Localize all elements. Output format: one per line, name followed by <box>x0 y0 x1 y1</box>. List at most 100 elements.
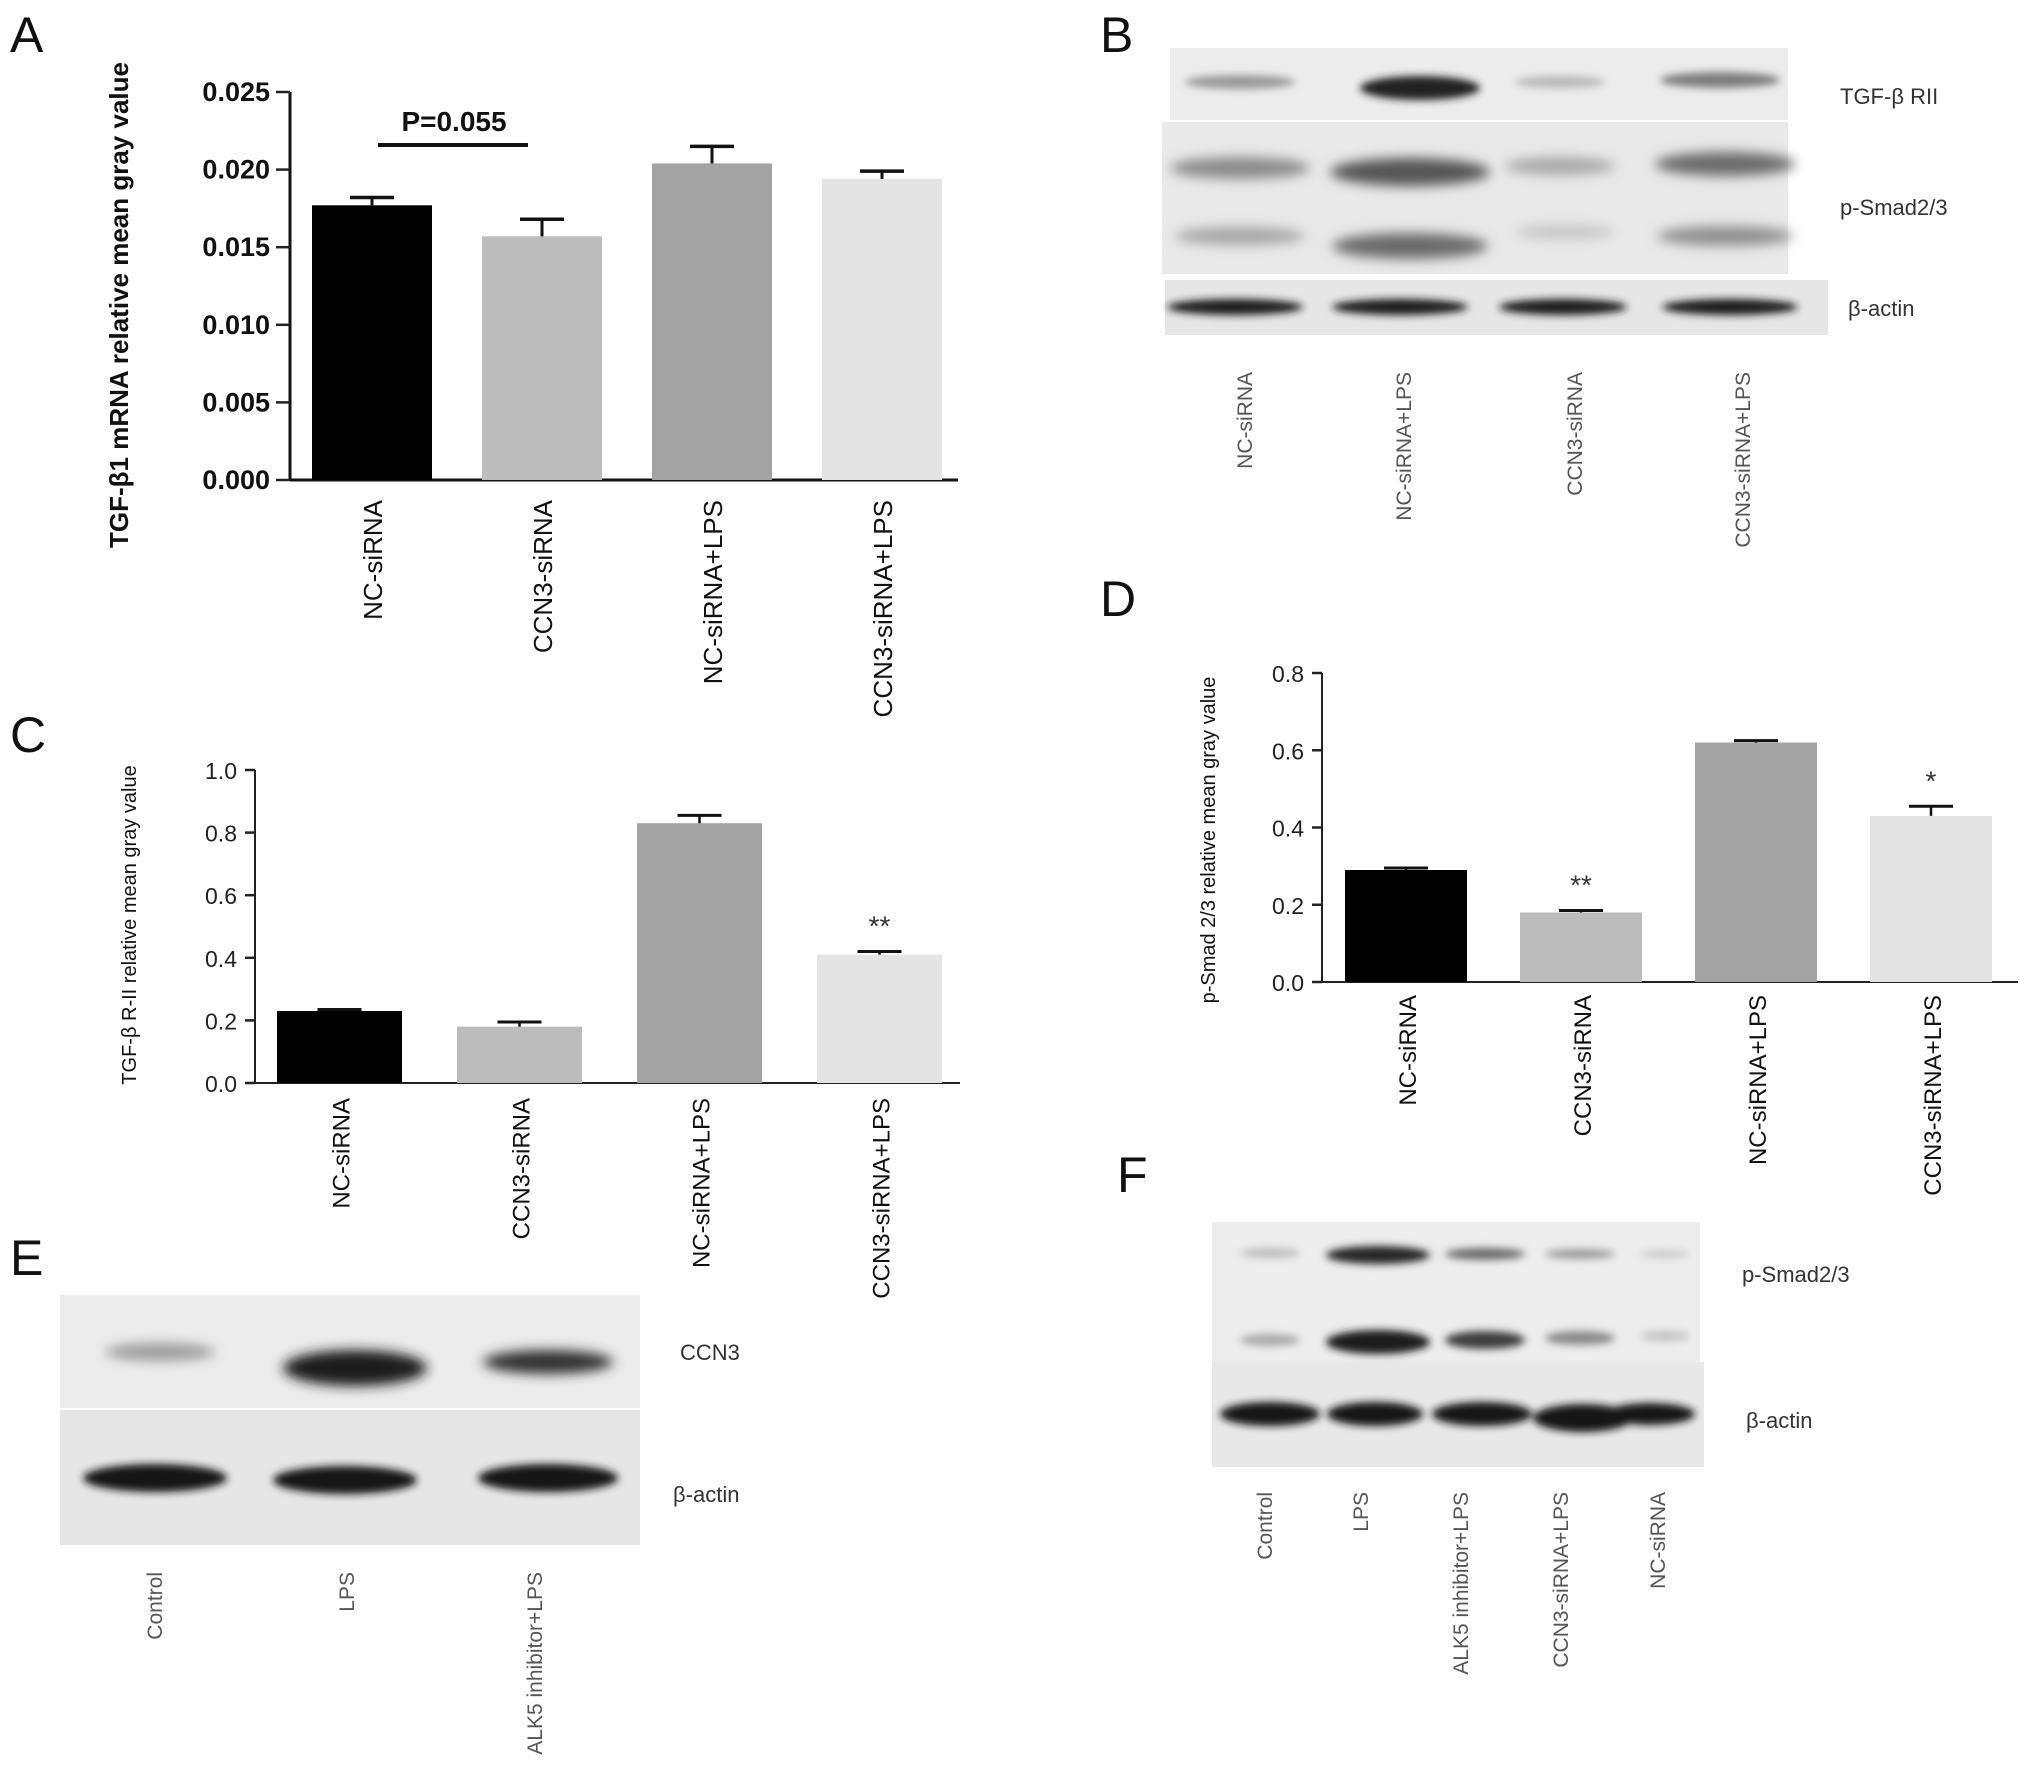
blot-b-band <box>1185 75 1295 89</box>
panel-label-c: C <box>10 707 46 763</box>
blot-f-lane-label: NC-siRNA <box>1647 1492 1670 1589</box>
blot-e-band <box>273 1466 417 1494</box>
chart-a-bar <box>652 163 772 480</box>
chart-c-x-category-label: NC-siRNA <box>329 1098 356 1209</box>
western-blot-f: p-Smad2/3 β-actin Control LPS ALK5 inhib… <box>1212 1222 1850 1675</box>
chart-c-y-tick-label: 0.6 <box>205 883 237 909</box>
chart-c-y-tick-label: 0.0 <box>205 1071 237 1097</box>
blot-e-label-ccn3: CCN3 <box>680 1340 740 1365</box>
blot-f-band <box>1545 1331 1615 1345</box>
blot-f-lane-label: Control <box>1254 1492 1277 1560</box>
chart-c-bar <box>637 823 762 1083</box>
blot-e-lane-label: ALK5 inhibitor+LPS <box>524 1572 547 1755</box>
chart-d-x-category-label: CCN3-siRNA+LPS <box>1920 995 1947 1196</box>
chart-c-x-category-label: NC-siRNA+LPS <box>689 1098 716 1268</box>
blot-f-lane-label: CCN3-siRNA+LPS <box>1550 1492 1573 1668</box>
blot-b-band <box>1332 299 1468 315</box>
blot-b-lane-label: NC-siRNA+LPS <box>1393 372 1416 521</box>
chart-a-y-tick-label: 0.000 <box>202 465 270 495</box>
blot-b-band <box>1515 225 1615 239</box>
blot-b-band <box>1175 227 1305 245</box>
chart-a-y-tick-label: 0.015 <box>202 232 270 262</box>
western-blot-e: CCN3 β-actin Control LPS ALK5 inhibitor+… <box>60 1295 740 1755</box>
blot-b-band <box>1332 233 1488 259</box>
blot-e-band <box>83 1464 227 1492</box>
chart-a-x-category-label: NC-siRNA+LPS <box>698 500 728 684</box>
blot-f-band <box>1240 1248 1300 1258</box>
blot-b-band <box>1170 157 1310 179</box>
blot-e-lane-label: Control <box>144 1572 167 1640</box>
chart-c-ylabel: TGF-β R-II relative mean gray value <box>119 765 141 1084</box>
panel-label-a: A <box>10 7 44 63</box>
western-blot-b: TGF-β RII p-Smad2/3 β-actin NC-siRNA NC-… <box>1162 48 1948 548</box>
chart-a-p-value-annotation: P=0.055 <box>401 106 506 137</box>
blot-b-band <box>1330 158 1490 186</box>
chart-c-significance-star: ** <box>869 911 891 942</box>
blot-e-band <box>483 1350 613 1374</box>
blot-b-band <box>1657 226 1793 246</box>
chart-a-x-category-label: NC-siRNA <box>358 499 388 620</box>
blot-b-lane-label: NC-siRNA <box>1234 372 1257 469</box>
chart-d-y-tick-label: 0.6 <box>1272 738 1304 764</box>
blot-e-band <box>283 1350 427 1386</box>
blot-f-band <box>1445 1248 1525 1260</box>
chart-c-bar <box>817 954 942 1083</box>
blot-f-band <box>1240 1334 1300 1346</box>
chart-c: TGF-β R-II relative mean gray value 0.0 0… <box>119 758 960 1299</box>
chart-d-y-tick-label: 0.2 <box>1272 893 1304 919</box>
blot-f-band <box>1327 1402 1423 1426</box>
chart-a-y-tick-label: 0.025 <box>202 77 270 107</box>
blot-b-band <box>1499 299 1627 315</box>
panel-label-e: E <box>10 1230 43 1286</box>
chart-c-y-tick-label: 0.2 <box>205 1008 237 1034</box>
chart-c-y-tick-label: 0.8 <box>205 821 237 847</box>
chart-a-x-category-label: CCN3-siRNA+LPS <box>868 500 898 717</box>
chart-a-y-tick-label: 0.005 <box>202 387 270 417</box>
blot-b-lane-label: CCN3-siRNA <box>1564 372 1587 496</box>
chart-d-bar <box>1520 912 1642 982</box>
blot-e-band <box>105 1343 215 1361</box>
blot-f-label-actin: β-actin <box>1746 1408 1812 1433</box>
chart-d-x-category-label: NC-siRNA+LPS <box>1745 995 1772 1165</box>
chart-d-bar <box>1345 869 1467 982</box>
blot-f-band <box>1220 1402 1320 1426</box>
chart-a: TGF-β1 mRNA relative mean gray value 0.0… <box>104 62 958 717</box>
chart-d: p-Smad 2/3 relative mean gray value 0.0 0… <box>1198 661 2018 1196</box>
chart-d-x-category-label: CCN3-siRNA <box>1570 995 1597 1136</box>
panel-label-f: F <box>1117 1147 1148 1203</box>
chart-d-y-tick-label: 0.8 <box>1272 661 1304 687</box>
chart-c-bar <box>277 1011 402 1083</box>
blot-f-band <box>1545 1249 1615 1259</box>
chart-c-x-category-label: CCN3-siRNA+LPS <box>869 1098 896 1299</box>
chart-d-significance-star: ** <box>1570 870 1592 901</box>
blot-b-label-psmad: p-Smad2/3 <box>1840 195 1948 220</box>
blot-b-band <box>1660 72 1780 88</box>
chart-d-y-tick-label: 0.4 <box>1272 816 1304 842</box>
blot-e-lane-label: LPS <box>336 1572 359 1612</box>
chart-a-bar <box>822 178 942 481</box>
chart-a-bar <box>312 205 432 480</box>
blot-b-band <box>1505 157 1615 175</box>
blot-f-band <box>1640 1250 1690 1258</box>
blot-f-lane-label: LPS <box>1350 1492 1373 1532</box>
blot-f-band <box>1326 1330 1430 1354</box>
blot-f-band <box>1445 1331 1525 1349</box>
chart-d-bar <box>1695 742 1817 982</box>
chart-c-y-tick-label: 0.4 <box>205 946 237 972</box>
chart-a-bar <box>482 236 602 480</box>
blot-e-label-actin: β-actin <box>673 1482 739 1507</box>
chart-a-y-tick-label: 0.010 <box>202 310 270 340</box>
chart-d-y-tick-label: 0.0 <box>1272 970 1304 996</box>
blot-b-band <box>1655 152 1795 176</box>
chart-d-bar <box>1870 815 1992 982</box>
blot-f-band <box>1432 1402 1532 1426</box>
chart-d-ylabel: p-Smad 2/3 relative mean gray value <box>1198 677 1220 1004</box>
blot-b-label-actin: β-actin <box>1848 296 1914 321</box>
blot-b-band <box>1662 299 1798 315</box>
blot-b-band <box>1515 76 1605 88</box>
chart-a-x-category-label: CCN3-siRNA <box>528 499 558 653</box>
blot-f-label-psmad: p-Smad2/3 <box>1742 1262 1850 1287</box>
chart-a-y-tick-label: 0.020 <box>202 155 270 185</box>
chart-d-x-category-label: NC-siRNA <box>1395 995 1422 1106</box>
